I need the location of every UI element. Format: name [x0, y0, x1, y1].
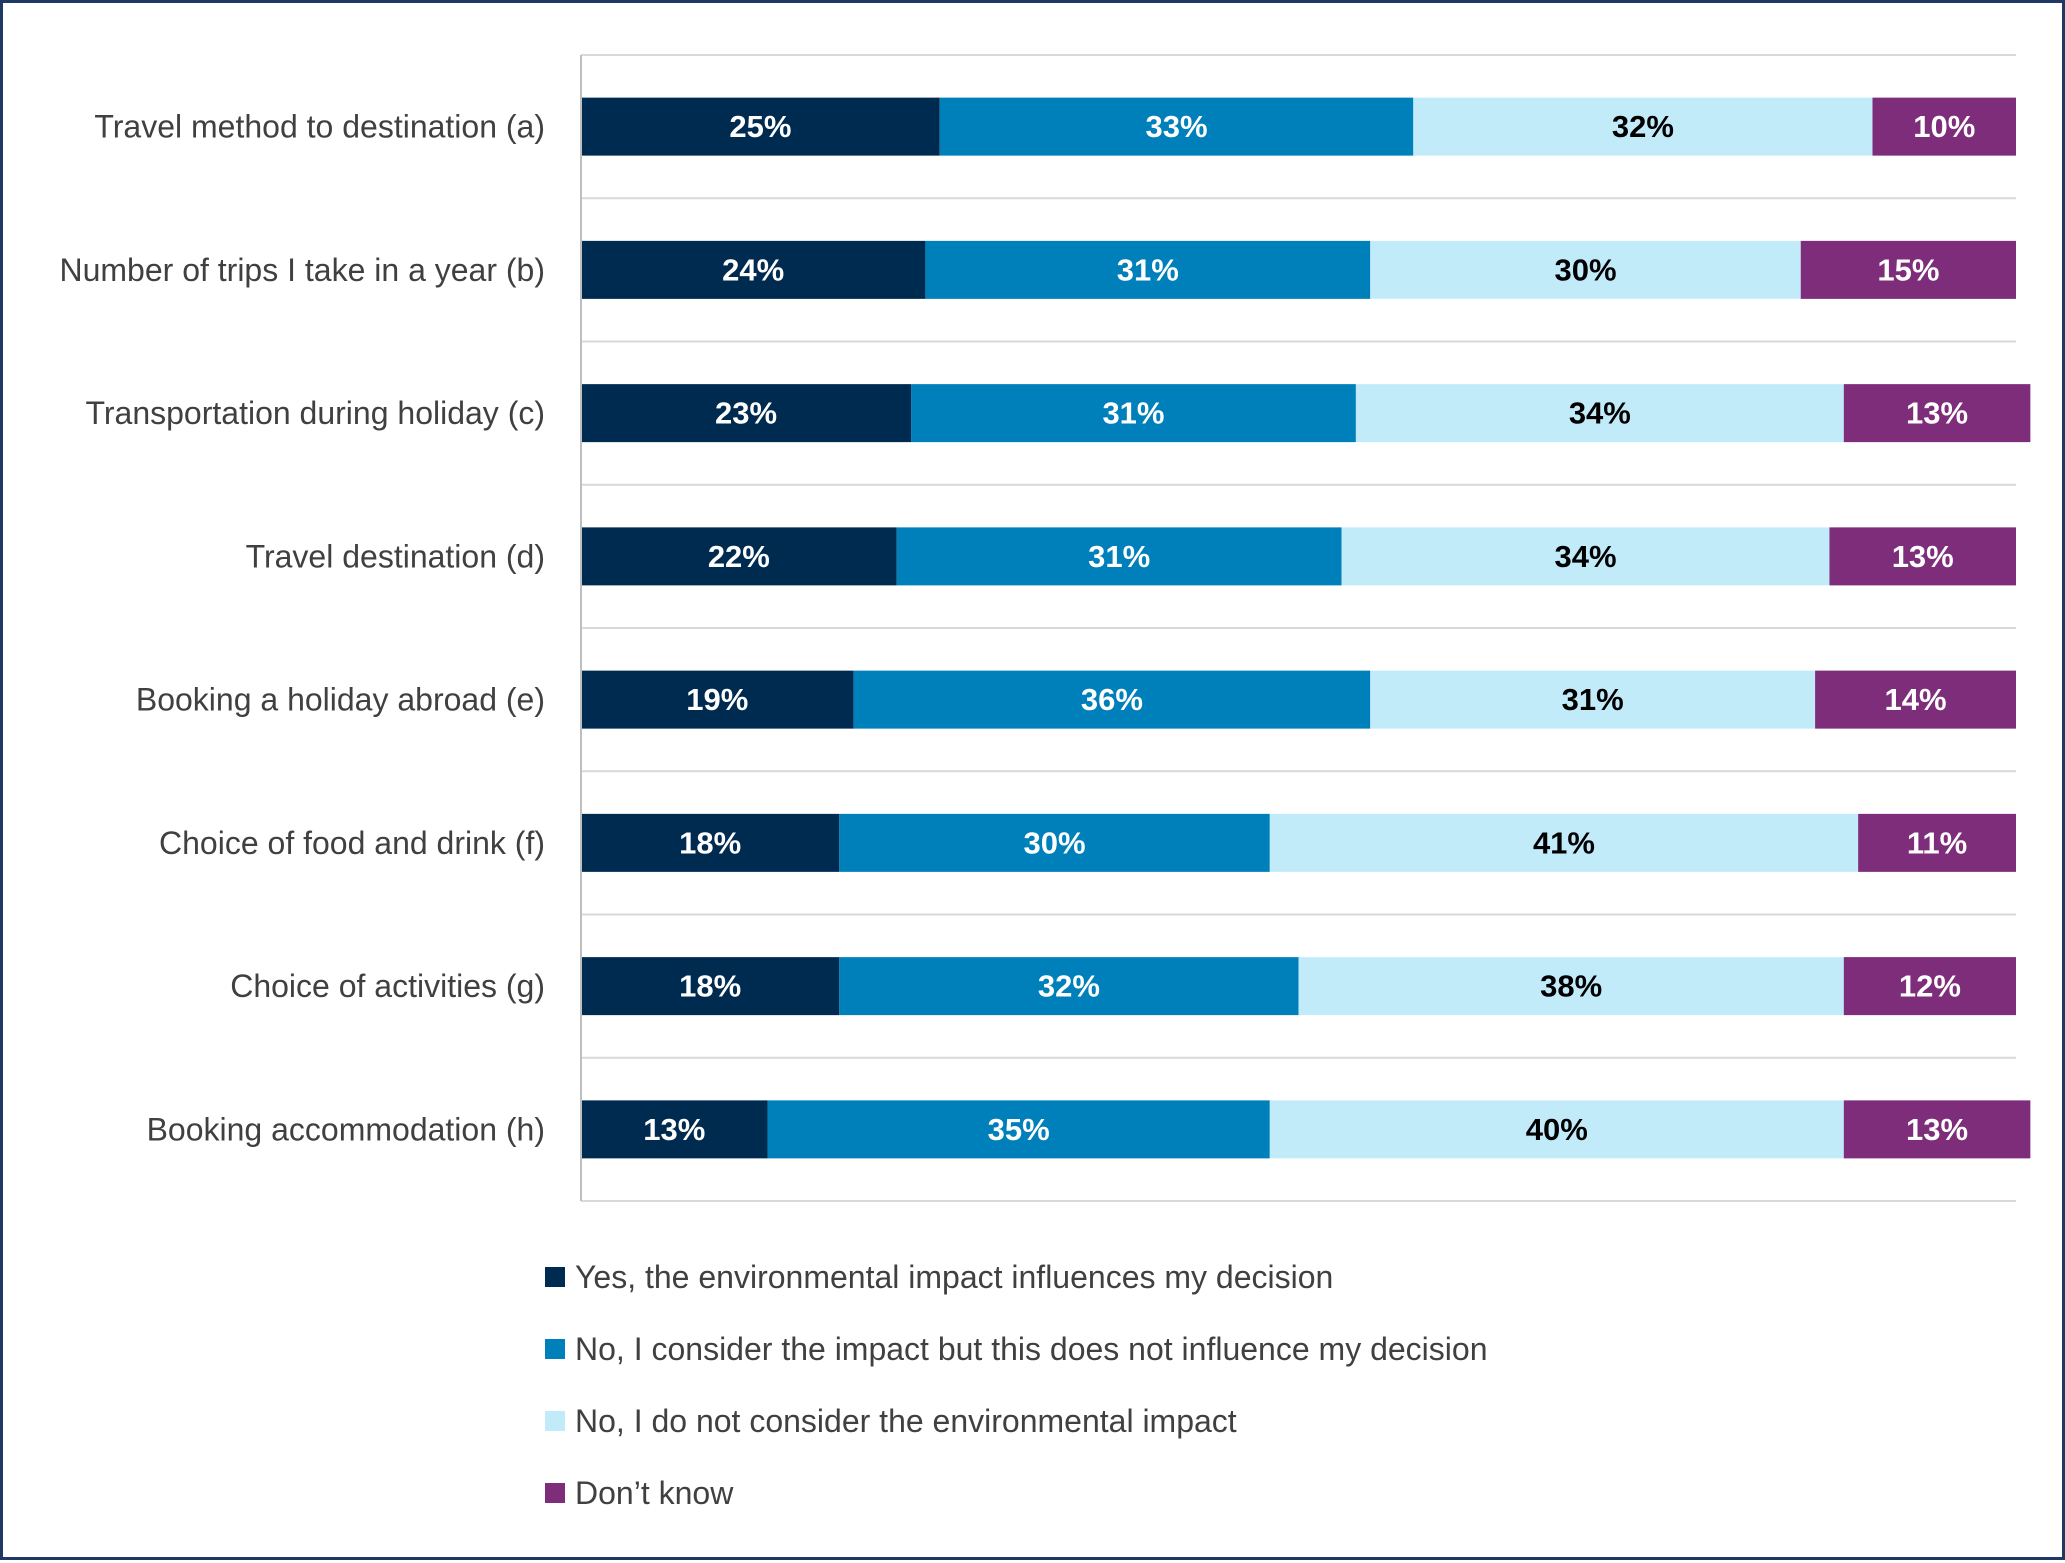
bar-segment	[1872, 97, 2016, 156]
category-label: Choice of food and drink (f)	[159, 825, 545, 861]
bar-segment	[581, 240, 926, 299]
legend-swatch-no-consider	[545, 1339, 565, 1359]
data-label: 34%	[1554, 539, 1616, 574]
data-label: 18%	[679, 969, 741, 1004]
category-label: Travel method to destination (a)	[94, 109, 545, 145]
data-label: 36%	[1081, 682, 1143, 717]
category-label: Transportation during holiday (c)	[86, 395, 545, 431]
category-label: Travel destination (d)	[246, 538, 545, 574]
data-label: 31%	[1088, 539, 1150, 574]
legend-label-no-consider: No, I consider the impact but this does …	[575, 1331, 1488, 1367]
category-label: Choice of activities (g)	[230, 968, 545, 1004]
bar-segment	[581, 670, 854, 729]
legend-swatch-yes	[545, 1267, 565, 1287]
data-label: 14%	[1885, 682, 1947, 717]
data-label: 12%	[1899, 969, 1961, 1004]
data-label: 23%	[715, 396, 777, 431]
legend-swatch-no-not-consider	[545, 1411, 565, 1431]
data-label: 22%	[708, 539, 770, 574]
bar-segment	[1298, 957, 1844, 1016]
data-label: 40%	[1526, 1112, 1588, 1147]
data-label: 31%	[1562, 682, 1624, 717]
data-label: 33%	[1146, 109, 1208, 144]
data-label: 34%	[1569, 396, 1631, 431]
category-labels: Travel method to destination (a) Number o…	[59, 109, 545, 1148]
bar-segment	[1815, 670, 2016, 729]
data-label: 30%	[1024, 825, 1086, 860]
bar-segment	[925, 240, 1371, 299]
category-label: Number of trips I take in a year (b)	[59, 252, 545, 288]
bar-segment	[1269, 813, 1859, 872]
bar-segment	[1341, 527, 1830, 586]
value-labels: 25% 33% 32% 10% 24% 31% 30% 15% 23% 31% 34% 13% 22% 3…	[643, 109, 1975, 1147]
bar-segment	[1843, 1100, 2031, 1159]
data-label: 31%	[1102, 396, 1164, 431]
data-label: 18%	[679, 825, 741, 860]
bar-segment	[853, 670, 1371, 729]
data-label: 30%	[1554, 252, 1616, 287]
legend-label-yes: Yes, the environmental impact influences…	[575, 1259, 1334, 1295]
category-label: Booking a holiday abroad (e)	[136, 682, 545, 718]
bar-segment	[581, 957, 840, 1016]
bar-segment	[1858, 813, 2016, 872]
bar-segment	[1843, 957, 2016, 1016]
bar-segment	[767, 1100, 1270, 1159]
bar-segment	[1355, 384, 1844, 443]
stacked-bar-chart: Travel method to destination (a) Number o…	[59, 54, 2031, 1202]
legend-label-no-not-consider: No, I do not consider the environmental …	[575, 1403, 1237, 1439]
bar-segment	[1800, 240, 2016, 299]
bar-segment	[581, 384, 912, 443]
bar-segment	[1829, 527, 2016, 586]
legend-label-dont-know: Don’t know	[575, 1475, 734, 1511]
bar-segment	[939, 97, 1414, 156]
bar-segment	[896, 527, 1342, 586]
data-label: 13%	[643, 1112, 705, 1147]
bar-segment	[1269, 1100, 1844, 1159]
category-label: Booking accommodation (h)	[147, 1111, 545, 1147]
data-label: 19%	[686, 682, 748, 717]
bar-segment	[839, 813, 1270, 872]
bar-segment	[839, 957, 1299, 1016]
data-label: 32%	[1038, 969, 1100, 1004]
data-label: 31%	[1117, 252, 1179, 287]
bar-segment	[581, 97, 940, 156]
bar-segment	[1370, 670, 1816, 729]
bars	[581, 97, 2031, 1159]
bar-segment	[581, 527, 897, 586]
data-label: 15%	[1877, 252, 1939, 287]
bar-segment	[911, 384, 1356, 443]
data-label: 32%	[1612, 109, 1674, 144]
data-label: 35%	[988, 1112, 1050, 1147]
bar-segment	[581, 1100, 768, 1159]
bar-segment	[1413, 97, 1873, 156]
bar-segment	[581, 813, 840, 872]
data-label: 25%	[729, 109, 791, 144]
data-label: 38%	[1540, 969, 1602, 1004]
data-label: 13%	[1906, 1112, 1968, 1147]
bar-segment	[1843, 384, 2031, 443]
data-label: 11%	[1907, 825, 1967, 860]
data-label: 24%	[722, 252, 784, 287]
legend-swatch-dont-know	[545, 1483, 565, 1503]
data-label: 41%	[1533, 825, 1595, 860]
bar-segment	[1370, 240, 1801, 299]
data-label: 13%	[1906, 396, 1968, 431]
data-label: 10%	[1913, 109, 1975, 144]
data-label: 13%	[1892, 539, 1954, 574]
gridlines	[581, 54, 2016, 1202]
